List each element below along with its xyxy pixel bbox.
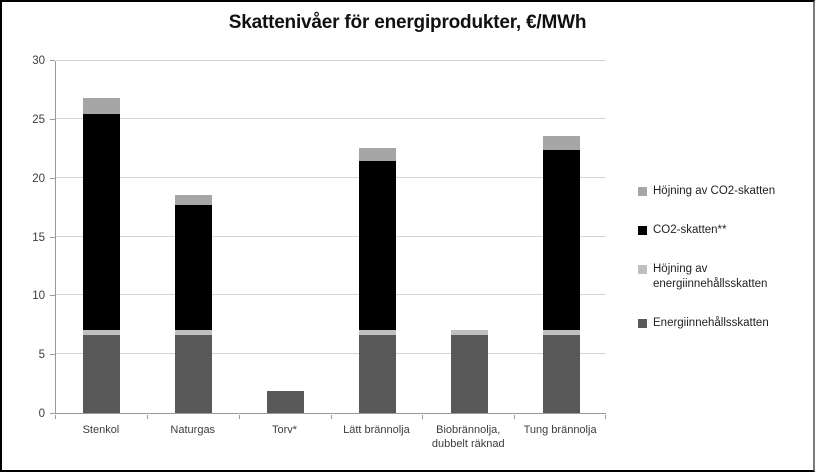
x-category-label: Naturgas <box>170 424 216 436</box>
x-tick-mark <box>146 415 148 419</box>
y-tick-label: 30 <box>32 55 45 67</box>
y-tick-label: 0 <box>38 408 45 420</box>
legend-item: Höjning av energiinnehållsskatten <box>638 262 813 292</box>
bar-segment <box>358 148 396 162</box>
y-tick-mark <box>50 413 55 414</box>
x-tick-mark <box>422 415 424 419</box>
bar-segment <box>542 150 580 331</box>
gridline <box>56 117 606 119</box>
y-tick-mark <box>50 118 55 120</box>
bar-segment <box>542 135 580 151</box>
x-category-label: Torv* <box>272 424 298 436</box>
x-tick-mark <box>238 415 240 419</box>
bar-segment <box>450 330 488 335</box>
bar-segment <box>83 334 121 413</box>
legend-label: CO2-skatten** <box>653 224 727 236</box>
gridline <box>56 176 606 178</box>
y-tick-label: 25 <box>32 113 45 126</box>
bar-segment <box>175 195 213 205</box>
chart-title: Skattenivåer för energiprodukter, €/MWh <box>228 12 587 33</box>
legend-swatch-icon <box>638 187 647 196</box>
bar-segment <box>175 330 213 335</box>
legend-swatch-icon <box>638 265 647 274</box>
x-tick-mark <box>55 415 56 419</box>
x-axis: Stenkol Naturgas Torv* Lätt brännolja Biobrä… <box>55 414 606 470</box>
legend-swatch-icon <box>638 319 647 328</box>
bar-segment <box>358 330 396 335</box>
legend-swatch-icon <box>638 226 647 235</box>
gridline <box>56 294 606 296</box>
legend-item: Höjning av CO2-skatten <box>638 184 813 199</box>
bar-segment <box>542 334 580 413</box>
plot-area <box>55 60 606 414</box>
legend-label: Energiinnehållsskatten <box>653 317 769 329</box>
x-category-label: Lätt brännolja <box>343 424 410 436</box>
bar-segment <box>83 113 121 331</box>
legend-item: CO2-skatten** <box>638 223 813 238</box>
y-tick-mark <box>50 236 55 238</box>
y-axis: 0 5 10 15 20 25 30 <box>2 55 55 420</box>
gridline <box>56 353 606 355</box>
bar-segment <box>267 390 305 413</box>
x-tick-mark <box>330 415 332 419</box>
bar-segment <box>83 330 121 335</box>
y-tick-label: 5 <box>38 349 45 362</box>
y-tick-mark <box>50 177 55 179</box>
y-tick-label: 10 <box>32 290 45 303</box>
bar-segment <box>83 97 121 114</box>
y-tick-mark <box>50 60 55 61</box>
bar-segment <box>542 330 580 335</box>
x-tick-mark <box>605 415 606 419</box>
bar-segment <box>450 334 488 413</box>
legend: Höjning av CO2-skatten CO2-skatten** Höjni… <box>638 184 813 331</box>
legend-item: Energiinnehållsskatten <box>638 316 813 331</box>
x-category-label: Biobrännolja, dubbelt räknad <box>431 424 505 450</box>
gridline <box>56 235 606 237</box>
y-tick-label: 20 <box>32 172 45 185</box>
bar-segment <box>175 204 213 331</box>
bar-segment <box>175 334 213 413</box>
x-category-label: Tung brännolja <box>523 424 597 436</box>
x-category-label: Stenkol <box>82 424 120 436</box>
x-tick-mark <box>514 415 516 419</box>
legend-label: Höjning av energiinnehållsskatten <box>653 263 768 290</box>
bar-segment <box>358 334 396 413</box>
bar-segment <box>358 161 396 331</box>
y-tick-mark <box>50 354 55 356</box>
y-tick-mark <box>50 295 55 297</box>
y-tick-label: 15 <box>32 231 45 244</box>
gridline <box>56 60 606 61</box>
legend-label: Höjning av CO2-skatten <box>653 185 776 197</box>
